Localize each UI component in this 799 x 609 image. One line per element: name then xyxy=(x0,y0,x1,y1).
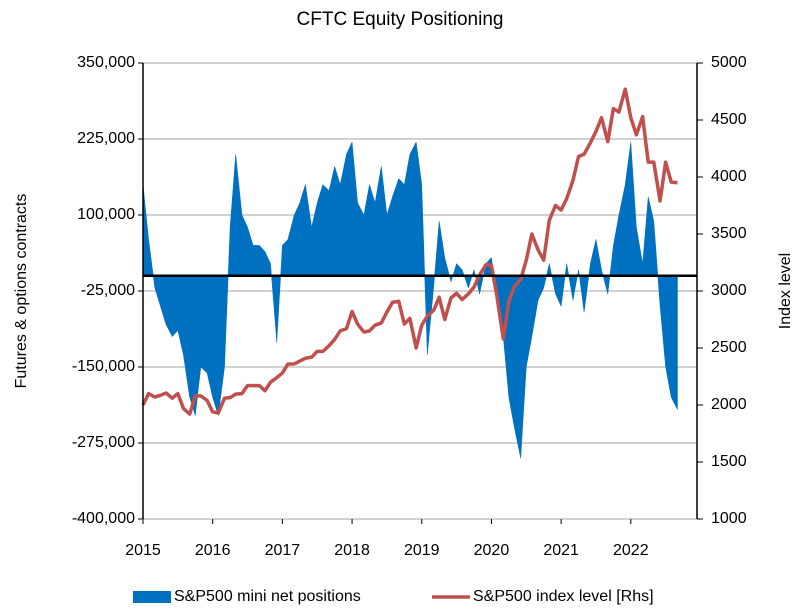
y-tick-label: -25,000 xyxy=(81,282,135,299)
y-tick-label: 100,000 xyxy=(77,206,135,223)
y2-tick-label: 4500 xyxy=(711,111,747,128)
y2-tick-label: 2000 xyxy=(711,396,747,413)
y2-axis-label: Index level xyxy=(777,253,794,330)
x-tick-label: 2019 xyxy=(404,542,440,559)
line xyxy=(141,87,678,416)
chart-title: CFTC Equity Positioning xyxy=(297,9,504,30)
y-tick-label: 350,000 xyxy=(77,54,135,71)
x-tick-label: 2021 xyxy=(543,542,579,559)
y-tick-label: -275,000 xyxy=(72,434,135,451)
x-tick-label: 2017 xyxy=(265,542,301,559)
y2-tick-label: 1500 xyxy=(711,453,747,470)
y2-tick-label: 2500 xyxy=(711,339,747,356)
y2-tick-label: 1000 xyxy=(711,510,747,527)
legend-label: S&P500 index level [Rhs] xyxy=(473,588,654,605)
y2-tick-label: 4000 xyxy=(711,168,747,185)
y-tick-label: -400,000 xyxy=(72,510,135,527)
x-tick-label: 2015 xyxy=(125,542,161,559)
x-tick-label: 2016 xyxy=(195,542,231,559)
y2-tick-label: 3500 xyxy=(711,225,747,242)
area xyxy=(142,141,678,459)
x-tick-label: 2018 xyxy=(334,542,370,559)
x-tick-label: 2022 xyxy=(613,542,649,559)
y-tick-label: 225,000 xyxy=(77,130,135,147)
y2-tick-label: 3000 xyxy=(711,282,747,299)
legend-swatch xyxy=(133,591,171,603)
y2-tick-label: 5000 xyxy=(711,54,747,71)
legend-label: S&P500 mini net positions xyxy=(174,588,361,605)
y-tick-label: -150,000 xyxy=(72,358,135,375)
x-tick-label: 2020 xyxy=(474,542,510,559)
y-axis-label: Futures & options contracts xyxy=(13,194,30,389)
